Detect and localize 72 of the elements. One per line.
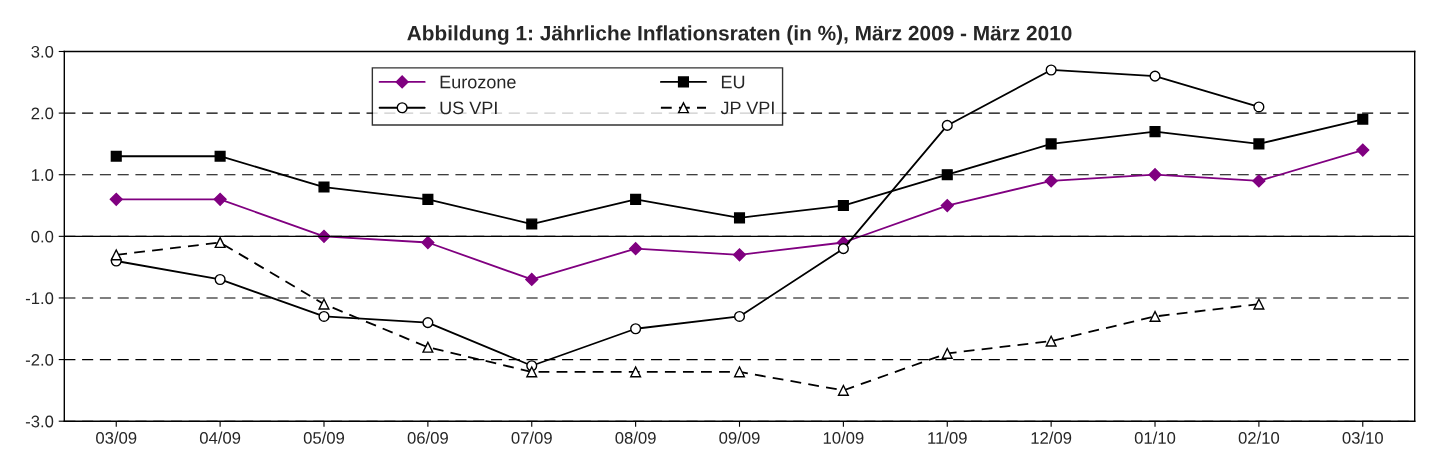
point (1252, 174, 1266, 188)
point (525, 272, 539, 287)
x-tick-label: 03/10 (1342, 431, 1383, 444)
legend-label: Eurozone (440, 75, 516, 89)
point (1357, 113, 1369, 125)
point (109, 192, 123, 206)
point (318, 310, 330, 323)
point (1253, 298, 1265, 310)
y-tick-label: 1.0 (31, 169, 54, 181)
y-tick-label: -2.0 (25, 353, 54, 366)
y-tick-label: 3.0 (31, 45, 54, 58)
point (1253, 101, 1265, 113)
y-tick-label: -3.0 (25, 415, 54, 428)
point (110, 150, 122, 162)
point (318, 181, 330, 193)
point (318, 298, 330, 310)
point (526, 218, 538, 230)
point (422, 317, 434, 329)
point (317, 229, 331, 243)
point (1045, 138, 1057, 150)
point (214, 273, 226, 286)
x-tick-label: 10/09 (823, 431, 864, 444)
point (526, 366, 538, 378)
x-tick-label: 01/10 (1134, 431, 1176, 444)
x-tick-label: 09/09 (719, 431, 760, 444)
x-tick-label: 11/09 (928, 431, 967, 444)
point (1149, 310, 1161, 323)
point (629, 242, 643, 256)
x-tick-label: 02/10 (1238, 431, 1280, 444)
point (1253, 138, 1265, 150)
point (422, 193, 434, 205)
point (733, 212, 746, 224)
point (422, 341, 434, 353)
point (1045, 335, 1057, 347)
point (1149, 70, 1161, 82)
point (214, 150, 226, 162)
x-tick-label: 04/09 (199, 431, 241, 444)
point (630, 366, 642, 378)
x-tick-label: 06/09 (407, 431, 448, 444)
point (214, 236, 226, 249)
legend-label: US VPI (440, 101, 497, 115)
point (733, 310, 746, 323)
x-tick-label: 03/09 (96, 431, 137, 444)
x-tick-label: 08/09 (615, 431, 656, 444)
x-tick-label: 07/09 (511, 431, 552, 444)
point (421, 235, 435, 250)
chart-title: Abbildung 1: Jährliche Inflationsraten (in %), März 2009 - März 2010 (407, 25, 1072, 45)
point (733, 366, 746, 378)
point (941, 169, 953, 181)
x-tick-label: 05/09 (303, 431, 345, 444)
point (940, 198, 954, 213)
point (837, 384, 849, 396)
point (1044, 174, 1058, 188)
point (213, 192, 227, 206)
point (1149, 126, 1161, 138)
y-tick-label: -1.0 (25, 292, 54, 305)
point (837, 243, 849, 255)
point (1148, 168, 1162, 182)
x-tick-label: 12/09 (1031, 431, 1072, 444)
point (1045, 64, 1057, 76)
point (1356, 143, 1370, 157)
point (941, 347, 953, 359)
point (630, 193, 642, 205)
legend-label: EU (721, 75, 745, 89)
point (732, 248, 747, 262)
point (837, 199, 849, 212)
legend-label: JP VPI (720, 101, 774, 115)
point (110, 249, 122, 261)
y-tick-label: 2.0 (31, 107, 54, 120)
point (941, 119, 953, 131)
point (630, 323, 642, 335)
y-tick-label: 0.0 (31, 230, 54, 243)
